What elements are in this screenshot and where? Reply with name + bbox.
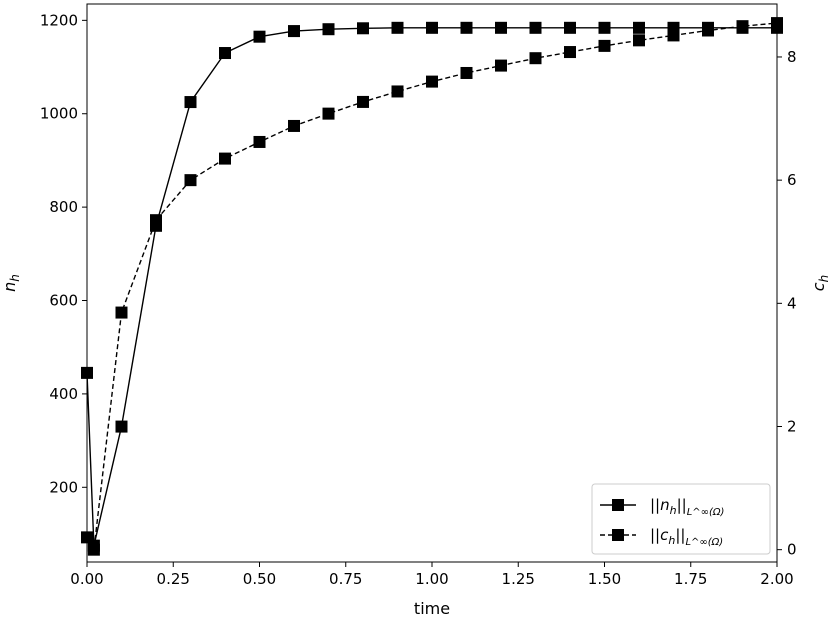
series-1-marker [253,135,266,148]
plot-frame [86,3,778,563]
series-lines [86,22,778,551]
series-1-marker [702,24,714,37]
series-0-marker [322,23,335,36]
series-0-marker [357,22,369,35]
series-0-marker [529,21,542,34]
series-0-marker [598,21,611,34]
series-1-marker [357,95,369,108]
series-0-marker [426,21,438,34]
series-1-marker [87,543,100,556]
series-1-marker [150,214,162,227]
y-left-tick-label: 200 [49,478,78,496]
y-left-tick-label: 600 [49,292,78,310]
series-1-marker [426,75,438,88]
legend-marker-1 [612,529,624,541]
series-1-marker [529,52,542,65]
series-1-marker [564,46,576,59]
x-tick-label: 2.00 [760,570,793,588]
series-1-marker [736,20,749,33]
series-1-marker [460,66,473,79]
x-tick-label: 0.50 [243,570,276,588]
series-0-marker [288,25,300,38]
series-1-marker [322,107,335,120]
x-tick-label: 1.50 [588,570,621,588]
x-tick-label: 0.75 [329,570,362,588]
series-1-marker [633,34,645,47]
series-1-marker [115,306,128,319]
y-left-tick-label: 400 [49,385,78,403]
y-right-tick-label: 6 [787,171,797,189]
series-line-0 [86,27,777,547]
y-axis-right-label: ch [809,275,830,291]
axis-ticks: 0.00 0.25 0.50 0.75 1.00 1.25 1.50 1.75 2.00 200 4… [40,11,797,588]
legend-box [591,483,771,555]
series-1-marker [184,174,197,187]
x-tick-label: 1.75 [674,570,707,588]
x-axis-label: time [414,599,450,618]
y-left-tick-label: 800 [49,198,78,216]
series-0-marker [253,30,266,43]
series-0-marker [564,21,576,34]
series-0-marker [184,96,197,109]
y-axis-left-label: nh [0,274,22,292]
series-1-marker [391,85,404,98]
series-0-marker [391,21,404,34]
series-0-marker [460,21,473,34]
legend-marker-0 [612,499,624,511]
series-1-marker [667,29,680,42]
legend-label-0: ||nh||L^∞(Ω) [650,496,724,518]
legend: ||nh||L^∞(Ω) ||ch||L^∞(Ω) [591,483,771,555]
y-right-tick-label: 4 [787,294,797,312]
series-markers [81,17,783,556]
series-0-marker [633,21,645,34]
y-left-tick-label: 1200 [40,11,78,29]
legend-label-1: ||ch||L^∞(Ω) [650,526,723,548]
y-left-tick-label: 1000 [40,105,78,123]
series-0-marker [667,21,680,34]
series-1-marker [598,39,611,52]
y-right-tick-label: 8 [787,48,797,66]
series-1-marker [219,152,231,165]
x-tick-label: 0.25 [157,570,190,588]
series-1-marker [495,59,507,72]
series-0-marker [115,420,128,433]
x-tick-label: 0.00 [70,570,103,588]
y-right-tick-label: 2 [787,418,797,436]
x-tick-label: 1.00 [415,570,448,588]
series-1-marker [288,119,300,132]
series-0-marker [219,47,231,60]
x-tick-label: 1.25 [502,570,535,588]
series-0-marker [495,21,507,34]
y-right-tick-label: 0 [787,541,797,559]
series-line-1 [86,22,778,551]
